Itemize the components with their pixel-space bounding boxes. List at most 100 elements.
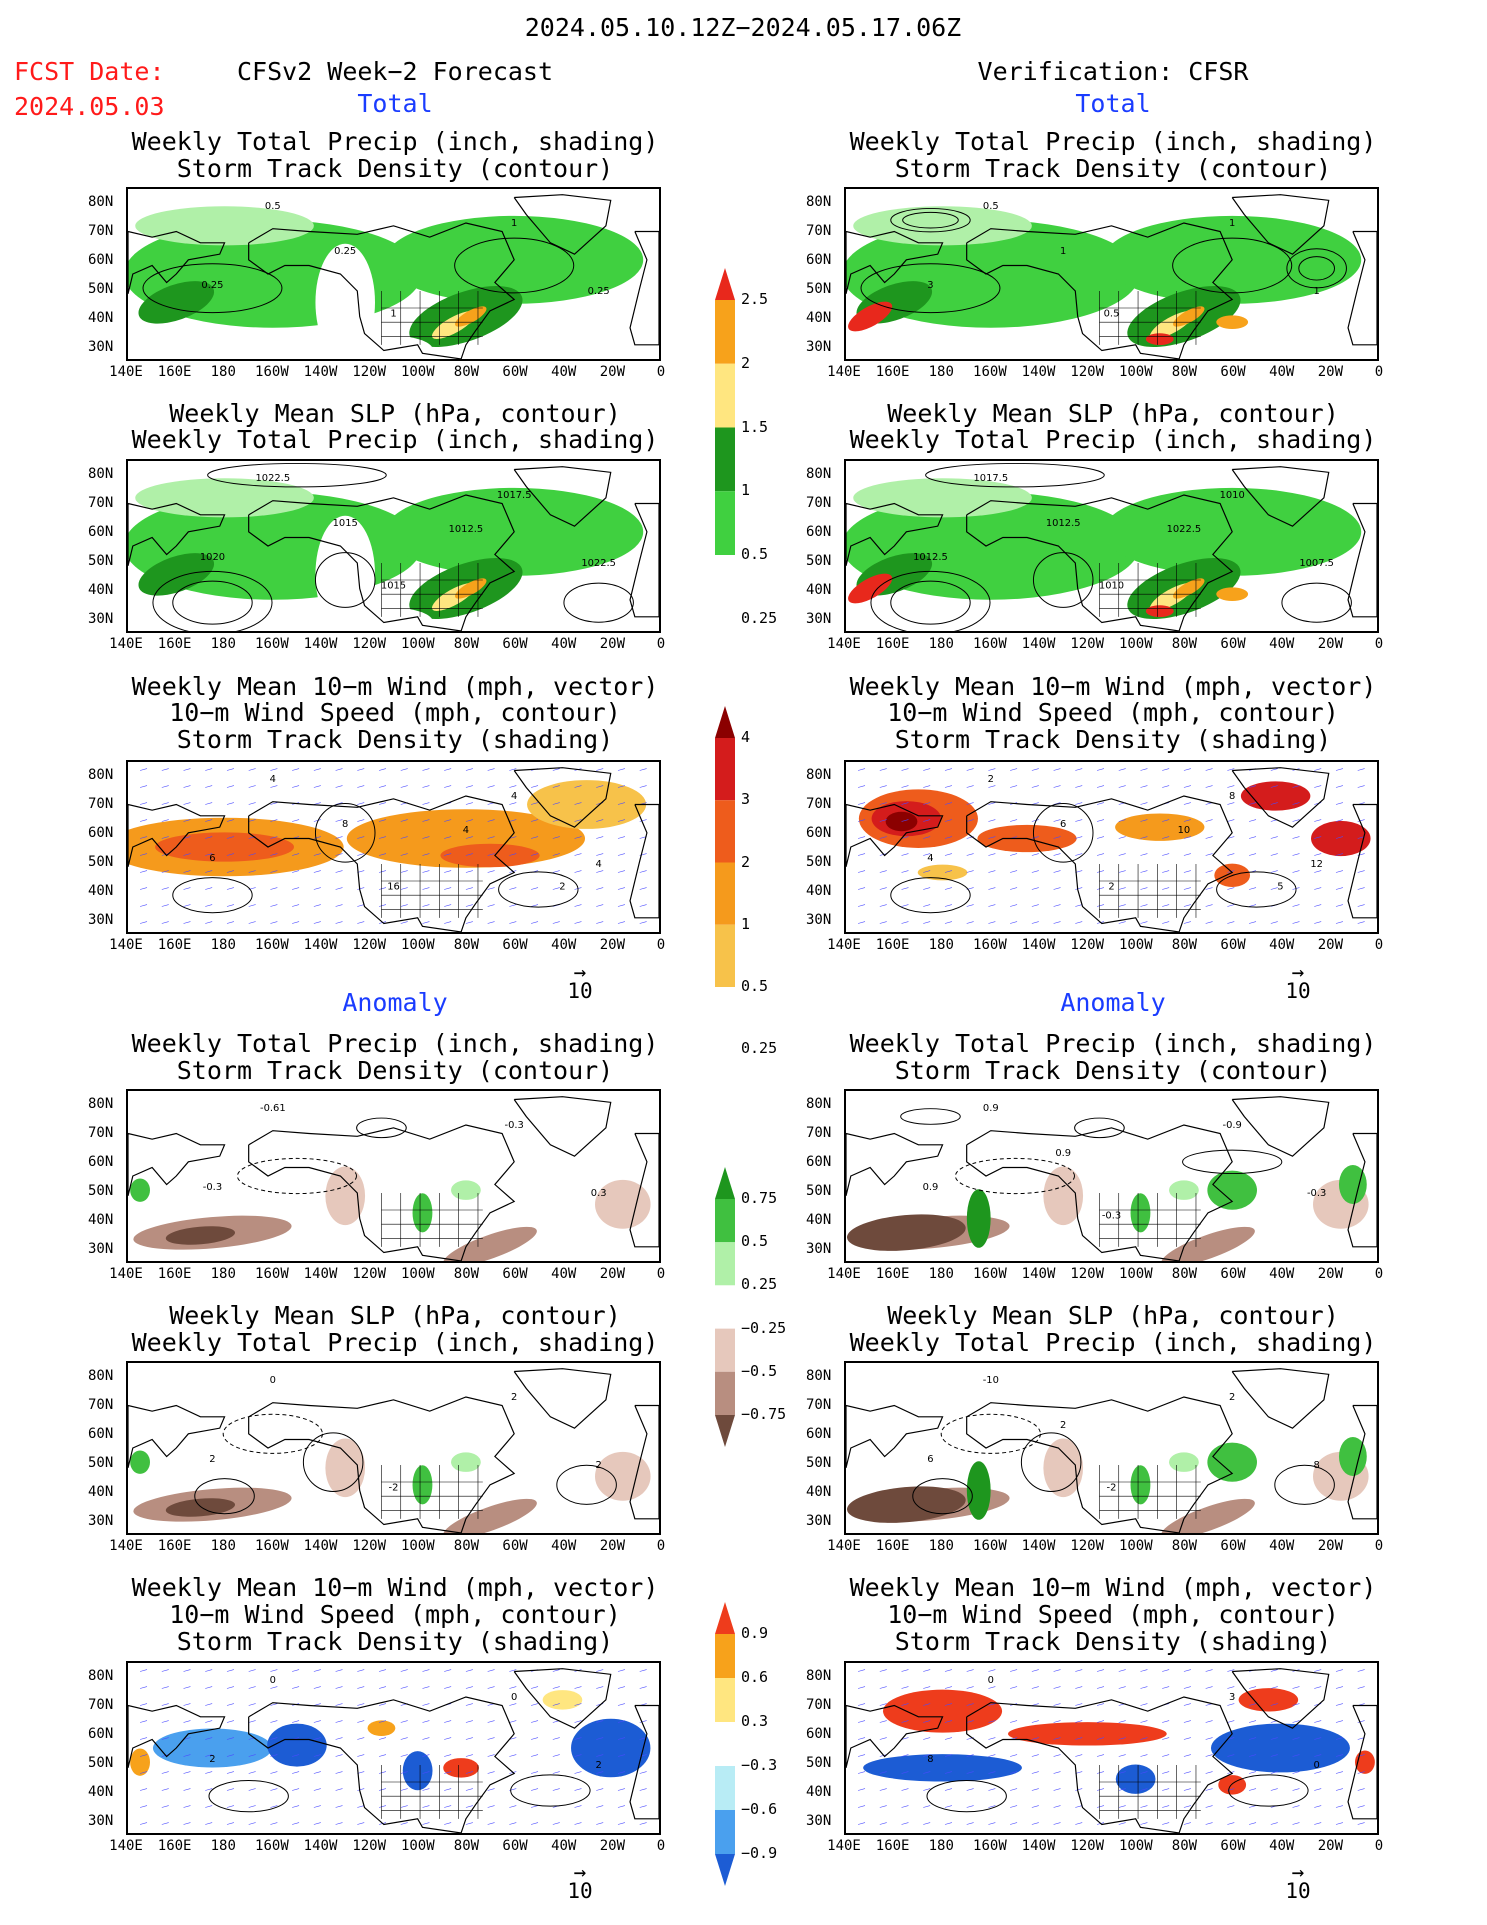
wind-vector xyxy=(1162,1737,1170,1740)
wind-vector xyxy=(378,785,387,788)
wind-vector xyxy=(1010,1669,1018,1672)
wind-vector xyxy=(596,870,604,873)
wind-vector xyxy=(248,921,256,924)
wind-vector xyxy=(1053,1669,1061,1672)
wind-vector xyxy=(530,1771,539,1774)
fc-total-precip-title-2: Storm Track Density (contour) xyxy=(176,154,614,183)
shading-region xyxy=(1145,333,1174,346)
map-verification-total-slp: 1017.5 1012.5 1010 1007.5 1010 1012.5 1022.5 xyxy=(844,459,1379,633)
contour-label: 0 xyxy=(511,1692,517,1703)
wind-vector xyxy=(1162,1771,1170,1774)
wind-vector xyxy=(988,853,996,856)
wind-vector xyxy=(552,1771,560,1774)
wind-vector xyxy=(248,1788,256,1791)
wind-vector xyxy=(574,853,582,856)
wind-vector xyxy=(1096,836,1105,839)
wind-vector xyxy=(596,904,604,907)
wind-vector xyxy=(901,1703,909,1706)
longitude-label: 160E xyxy=(157,1538,192,1554)
wind-vector xyxy=(226,819,234,822)
wind-vector xyxy=(1205,1669,1213,1672)
wind-vector xyxy=(465,836,473,839)
contour-label: 0 xyxy=(270,1675,276,1686)
wind-vector xyxy=(422,1686,430,1689)
wind-vector xyxy=(400,1788,408,1791)
map-verification-anomaly-wind: 0 8 3 0 xyxy=(844,1661,1379,1835)
wind-vector xyxy=(161,1771,169,1774)
latitude-label: 30N xyxy=(88,338,114,355)
wind-vector xyxy=(487,887,495,890)
contour-line xyxy=(940,1413,1041,1454)
contour-label: 4 xyxy=(463,825,469,836)
latitude-label: 40N xyxy=(88,1783,114,1800)
wind-vector xyxy=(357,785,365,788)
wind-vector xyxy=(1118,1805,1126,1808)
colorbar-segment xyxy=(715,862,735,925)
longitude-label: 120W xyxy=(352,1538,387,1554)
vector-reference-label: 10 xyxy=(1285,979,1311,1003)
longitude-label: 180 xyxy=(210,364,236,380)
wind-vector xyxy=(944,1720,952,1723)
wind-vector xyxy=(1140,836,1148,839)
longitude-label: 60W xyxy=(1220,1538,1246,1554)
wind-vector xyxy=(1053,1771,1061,1774)
wind-vector xyxy=(465,1669,473,1672)
shading-region xyxy=(1207,1170,1257,1210)
wind-vector xyxy=(1162,870,1170,873)
wind-vector xyxy=(139,1720,148,1723)
latitude-label: 70N xyxy=(88,795,114,812)
wind-vector xyxy=(1118,1788,1126,1791)
wind-vector xyxy=(1292,904,1300,907)
wind-vector xyxy=(139,853,148,856)
contour-line xyxy=(498,871,579,908)
map-canvas: 0 2 2 2 -2 xyxy=(128,1368,659,1533)
wind-vector xyxy=(1292,1788,1300,1791)
obs-total-slp-title-1: Weekly Mean SLP (hPa, contour) xyxy=(887,399,1339,428)
obs-total-wind-title-3: Storm Track Density (shading) xyxy=(894,725,1332,754)
longitude-label: 160E xyxy=(157,636,192,652)
wind-vector xyxy=(378,819,387,822)
wind-vector xyxy=(1140,785,1148,788)
colorbar-segment xyxy=(715,800,735,863)
wind-vector xyxy=(335,1788,343,1791)
wind-vector xyxy=(509,836,517,839)
shading-region xyxy=(1169,1180,1199,1200)
obs-total-precip-title-2: Storm Track Density (contour) xyxy=(894,154,1332,183)
wind-vector xyxy=(857,1822,866,1825)
wind-vector xyxy=(400,1737,408,1740)
shading-region xyxy=(1115,813,1205,841)
latitude-label: 60N xyxy=(806,824,832,841)
wind-vector xyxy=(1140,819,1148,822)
wind-vector xyxy=(226,802,234,805)
wind-vector xyxy=(857,1754,866,1757)
coastline-asia xyxy=(846,1704,944,1768)
wind-vector xyxy=(1053,1754,1061,1757)
wind-vector xyxy=(617,1754,625,1757)
longitude-label: 20W xyxy=(599,636,626,652)
wind-vector xyxy=(226,853,234,856)
wind-vector xyxy=(617,1788,625,1791)
shading-region xyxy=(542,1690,583,1710)
wind-vector xyxy=(205,1805,213,1808)
longitude-label: 140E xyxy=(109,1266,143,1282)
wind-vector xyxy=(639,1720,647,1723)
contour-label: 0.5 xyxy=(1104,309,1120,320)
wind-vector xyxy=(879,1788,887,1791)
contour-label: 1010 xyxy=(1099,581,1124,592)
wind-vector xyxy=(487,1669,495,1672)
wind-vector xyxy=(226,768,234,771)
wind-vector xyxy=(313,1686,321,1689)
longitude-label: 40W xyxy=(1269,937,1295,953)
wind-vector xyxy=(1205,904,1213,907)
longitude-label: 80W xyxy=(453,937,480,953)
longitude-label: 160W xyxy=(255,1538,289,1554)
wind-vector xyxy=(1205,1754,1213,1757)
wind-vector xyxy=(1357,1686,1365,1689)
colorbar-label: 2.5 xyxy=(741,290,769,308)
longitude-label: 140W xyxy=(1021,364,1056,380)
wind-vector xyxy=(1096,853,1105,856)
shading-region xyxy=(315,243,375,359)
wind-vector xyxy=(879,1703,887,1706)
wind-vector xyxy=(1075,853,1083,856)
wind-vector xyxy=(205,1771,213,1774)
